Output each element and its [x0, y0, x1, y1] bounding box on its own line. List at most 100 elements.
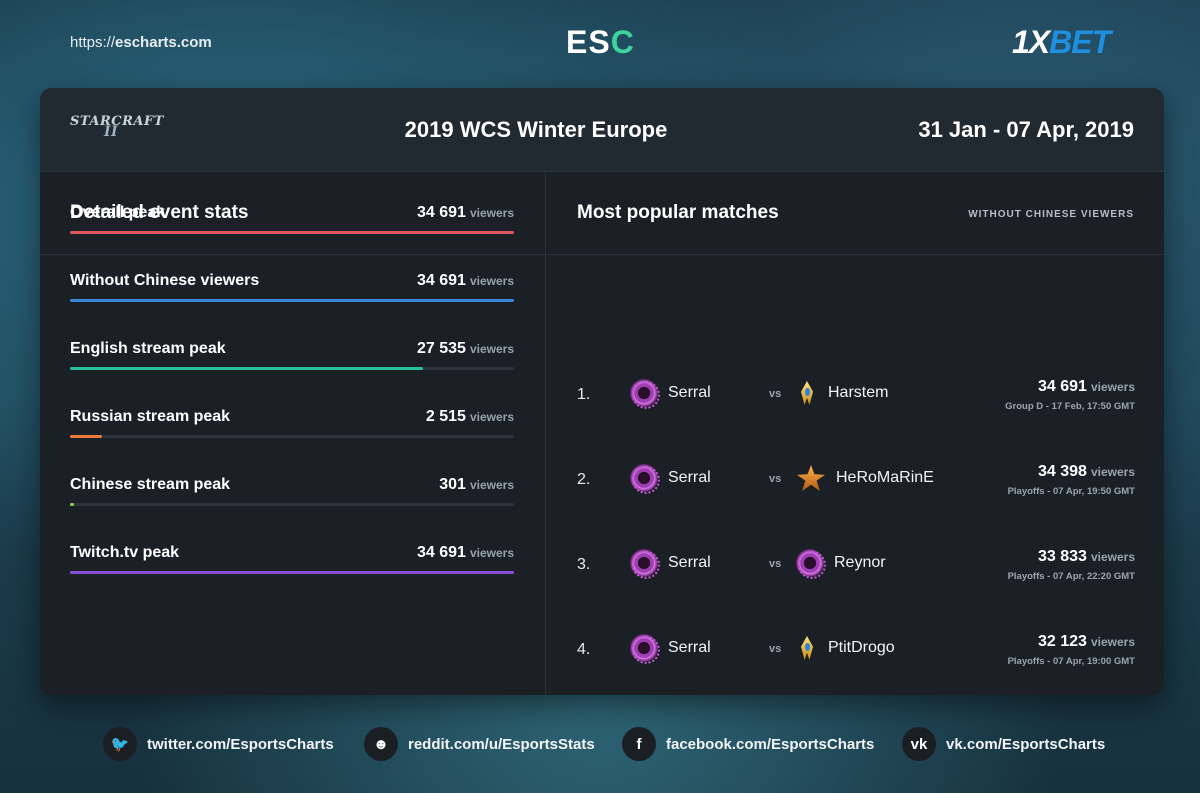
stat-bar-fill: [70, 571, 514, 574]
player-one-name: Serral: [668, 639, 711, 656]
event-dates: 31 Jan - 07 Apr, 2019: [918, 117, 1134, 142]
player-two-name: Harstem: [828, 384, 889, 401]
stat-value: 27 535 viewers: [417, 340, 514, 358]
match-row[interactable]: 4. Serral vs PtitDrogo 32 123 viewers Playoffs…: [546, 630, 1164, 690]
match-viewers: 34 691 viewers: [1038, 378, 1135, 396]
stat-number: 301: [439, 476, 466, 493]
match-viewer-count: 34 398: [1038, 463, 1087, 480]
zerg-race-icon: [630, 549, 660, 579]
stat-bar-track: [70, 571, 514, 574]
player-two[interactable]: Reynor: [796, 547, 886, 579]
player-two[interactable]: PtitDrogo: [796, 632, 895, 664]
social-footer: 🐦 twitter.com/EsportsCharts ☻ reddit.com/u/…: [0, 724, 1200, 764]
esc-logo-accent: C: [610, 24, 635, 60]
esc-logo[interactable]: ES C: [566, 24, 635, 61]
event-stats-title: Detailed event stats: [70, 202, 249, 223]
popular-matches-title: Most popular matches: [577, 202, 779, 223]
social-link-text: reddit.com/u/EsportsStats: [408, 735, 595, 753]
player-one[interactable]: Serral: [630, 462, 711, 494]
stat-bar-fill: [70, 231, 514, 234]
zerg-race-icon: [630, 634, 660, 664]
event-stats-panel: Detailed event stats Overall peak 34 691 v…: [40, 172, 545, 695]
match-row[interactable]: 3. Serral vs Reynor 33 833 viewers Playoffs - …: [546, 545, 1164, 605]
vk-icon: vk: [902, 727, 936, 761]
terran-race-icon: [796, 464, 826, 492]
stat-bar-fill: [70, 299, 514, 302]
stat-row: Overall peak 34 691 viewers: [70, 204, 514, 250]
match-viewers: 32 123 viewers: [1038, 633, 1135, 651]
match-viewer-count: 34 691: [1038, 378, 1087, 395]
social-link-vk[interactable]: vk vk.com/EsportsCharts: [902, 724, 1105, 764]
stat-number: 34 691: [417, 544, 466, 561]
event-header: STARCRAFT II 2019 WCS Winter Europe 31 J…: [40, 88, 1164, 172]
match-viewers: 34 398 viewers: [1038, 463, 1135, 481]
social-link-facebook[interactable]: f facebook.com/EsportsCharts: [622, 724, 874, 764]
match-rank: 3.: [577, 556, 591, 573]
stat-number: 34 691: [417, 272, 466, 289]
starcraft-logo: STARCRAFT II: [70, 114, 164, 140]
popular-matches-panel: Most popular matches WITHOUT CHINESE VIE…: [545, 172, 1164, 695]
stat-unit: viewers: [469, 342, 514, 356]
social-link-reddit[interactable]: ☻ reddit.com/u/EsportsStats: [364, 724, 595, 764]
site-url-link[interactable]: https://escharts.com: [70, 34, 212, 51]
protoss-race-icon: [796, 379, 818, 407]
stat-number: 2 515: [425, 408, 466, 425]
stat-number: 27 535: [417, 340, 466, 357]
player-two[interactable]: Harstem: [796, 377, 888, 409]
stat-label: Chinese stream peak: [70, 476, 231, 493]
stat-bar-track: [70, 367, 514, 370]
stat-number: 34 691: [417, 204, 466, 221]
sponsor-logo-rest: BET: [1049, 24, 1111, 60]
site-url-domain: escharts.com: [115, 34, 212, 51]
stat-row: Twitch.tv peak 34 691 viewers: [70, 544, 514, 590]
vs-label: vs: [769, 388, 782, 400]
player-two[interactable]: HeRoMaRinE: [796, 462, 934, 494]
stat-bar-fill: [70, 367, 423, 370]
stat-bar-track: [70, 503, 514, 506]
match-stage-time: Playoffs - 07 Apr, 19:50 GMT: [1007, 486, 1135, 497]
social-link-text: vk.com/EsportsCharts: [946, 735, 1106, 753]
match-viewers: 33 833 viewers: [1038, 548, 1135, 566]
zerg-race-icon: [630, 464, 660, 494]
match-row[interactable]: 2. Serral vs HeRoMaRinE 34 398 viewers Playoff…: [546, 460, 1164, 520]
stat-label: Twitch.tv peak: [70, 544, 180, 561]
protoss-race-icon: [796, 634, 818, 662]
site-url-prefix: https://: [70, 34, 116, 51]
stat-label: English stream peak: [70, 340, 226, 357]
stat-bar-track: [70, 299, 514, 302]
player-one-name: Serral: [668, 384, 711, 401]
stat-value: 2 515 viewers: [426, 408, 514, 426]
vs-label: vs: [769, 643, 782, 655]
match-viewer-count: 33 833: [1038, 548, 1087, 565]
player-one[interactable]: Serral: [630, 377, 711, 409]
player-one[interactable]: Serral: [630, 547, 711, 579]
vs-label: vs: [769, 473, 782, 485]
stat-row: English stream peak 27 535 viewers: [70, 340, 514, 386]
twitter-icon: 🐦: [103, 727, 137, 761]
sponsor-logo-main: 1X: [1012, 24, 1050, 60]
top-bar: https://escharts.com ES C 1XBET: [0, 0, 1200, 88]
match-stage-time: Group D - 17 Feb, 17:50 GMT: [1005, 401, 1135, 412]
social-link-twitter[interactable]: 🐦 twitter.com/EsportsCharts: [103, 724, 334, 764]
player-one[interactable]: Serral: [630, 632, 711, 664]
stat-unit: viewers: [469, 206, 514, 220]
match-row[interactable]: 1. Serral vs Harstem 34 691 viewers Group D - …: [546, 375, 1164, 435]
sponsor-logo[interactable]: 1XBET: [1012, 24, 1111, 61]
stat-unit: viewers: [469, 546, 514, 560]
player-two-name: HeRoMaRinE: [836, 469, 934, 486]
stat-unit: viewers: [469, 410, 514, 424]
match-rank: 1.: [577, 386, 591, 403]
without-chinese-note: WITHOUT CHINESE VIEWERS: [968, 209, 1134, 220]
stat-bar-track: [70, 231, 514, 234]
reddit-icon: ☻: [364, 727, 398, 761]
match-rank: 4.: [577, 641, 591, 658]
match-viewer-unit: viewers: [1090, 465, 1135, 479]
match-viewer-unit: viewers: [1090, 380, 1135, 394]
vs-label: vs: [769, 558, 782, 570]
stat-value: 34 691 viewers: [417, 272, 514, 290]
event-title: 2019 WCS Winter Europe: [404, 117, 668, 142]
player-two-name: PtitDrogo: [828, 639, 895, 656]
event-stats-header: Detailed event stats: [40, 172, 545, 255]
stat-row: Russian stream peak 2 515 viewers: [70, 408, 514, 454]
match-stage-time: Playoffs - 07 Apr, 19:00 GMT: [1007, 656, 1135, 667]
